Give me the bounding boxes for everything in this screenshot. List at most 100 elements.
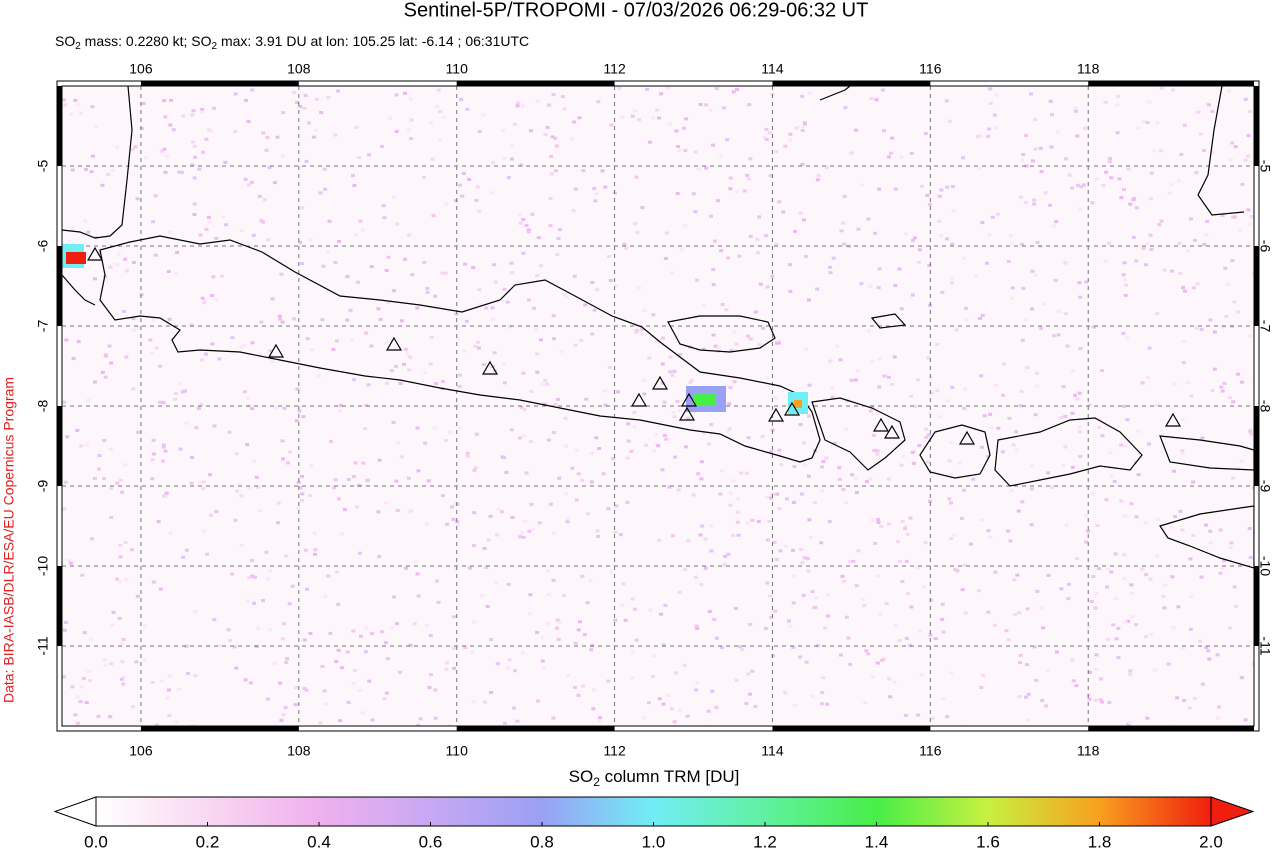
noise-pixel [520,104,525,108]
noise-pixel [875,452,880,456]
noise-pixel [1182,289,1187,293]
noise-pixel [1018,661,1022,665]
noise-pixel [839,653,843,657]
y-tick-label: -8 [1257,400,1272,413]
noise-pixel [153,194,158,198]
noise-pixel [118,478,123,482]
noise-pixel [1126,167,1131,171]
noise-pixel [1099,677,1103,681]
noise-pixel [489,691,494,694]
colorbar-tick-label: 1.8 [1088,832,1112,851]
y-tick-label: -9 [35,480,51,493]
noise-pixel [1121,273,1126,277]
noise-pixel [773,609,778,613]
y-tick-label: -11 [35,636,51,655]
noise-pixel [776,341,781,345]
noise-pixel [398,382,403,385]
noise-pixel [1152,149,1157,153]
chart-title: Sentinel-5P/TROPOMI - 07/03/2026 06:29-0… [404,0,869,21]
noise-pixel [159,679,164,683]
noise-pixel [1232,300,1237,304]
noise-pixel [504,470,509,474]
noise-pixel [161,459,165,463]
noise-pixel [671,410,676,414]
noise-pixel [689,378,694,382]
noise-pixel [1004,629,1009,633]
noise-pixel [982,414,987,418]
noise-pixel [673,671,678,675]
y-tick-label: -7 [1257,320,1272,333]
noise-pixel [481,113,486,117]
noise-pixel [721,106,726,110]
noise-pixel [298,240,303,244]
noise-pixel [465,451,470,455]
noise-pixel [488,514,493,518]
noise-pixel [820,489,825,493]
noise-pixel [748,622,753,626]
noise-pixel [607,365,612,369]
noise-pixel [1033,413,1038,417]
noise-pixel [980,445,984,449]
noise-pixel [506,582,511,586]
noise-pixel [1218,571,1223,575]
noise-pixel [1145,121,1150,125]
noise-pixel [190,113,195,117]
noise-pixel [572,274,577,278]
noise-pixel [448,431,453,434]
noise-pixel [767,131,772,135]
noise-pixel [408,97,413,101]
noise-pixel [774,557,779,561]
noise-pixel [521,371,526,375]
noise-pixel [320,664,325,668]
noise-pixel [1157,223,1162,227]
noise-pixel [370,632,375,636]
noise-pixel [1101,184,1106,187]
noise-pixel [336,648,341,652]
noise-pixel [838,358,843,362]
noise-pixel [307,121,311,125]
noise-pixel [788,624,793,628]
noise-pixel [606,507,611,511]
noise-pixel [777,200,782,204]
noise-pixel [850,473,855,477]
noise-pixel [366,478,370,482]
noise-pixel [1218,528,1223,532]
frame-bar [1088,726,1254,731]
noise-pixel [1182,123,1187,127]
noise-pixel [1163,583,1168,587]
noise-pixel [502,362,507,366]
noise-pixel [159,149,164,153]
noise-pixel [648,608,653,612]
frame-bar [1254,246,1259,326]
noise-pixel [500,510,505,514]
noise-pixel [986,134,991,138]
noise-pixel [343,508,347,512]
noise-pixel [924,435,929,439]
noise-pixel [384,501,389,505]
noise-pixel [259,320,264,324]
noise-pixel [592,688,597,692]
noise-pixel [426,479,431,483]
noise-pixel [540,383,545,386]
noise-pixel [338,403,343,407]
noise-pixel [868,409,873,413]
noise-pixel [193,155,198,159]
noise-pixel [556,237,561,241]
noise-pixel [1246,154,1251,158]
noise-pixel [276,521,280,525]
noise-pixel [876,322,881,326]
x-tick-label: 116 [919,743,942,759]
noise-pixel [756,520,761,523]
noise-pixel [243,678,248,682]
noise-pixel [632,425,637,429]
noise-pixel [698,533,703,537]
noise-pixel [162,147,167,151]
noise-pixel [293,703,298,707]
y-tick-label: -6 [1257,240,1272,253]
noise-pixel [512,706,517,710]
noise-pixel [719,646,724,650]
noise-pixel [677,409,682,413]
noise-pixel [1051,334,1056,338]
noise-pixel [1015,573,1020,577]
noise-pixel [706,709,711,713]
